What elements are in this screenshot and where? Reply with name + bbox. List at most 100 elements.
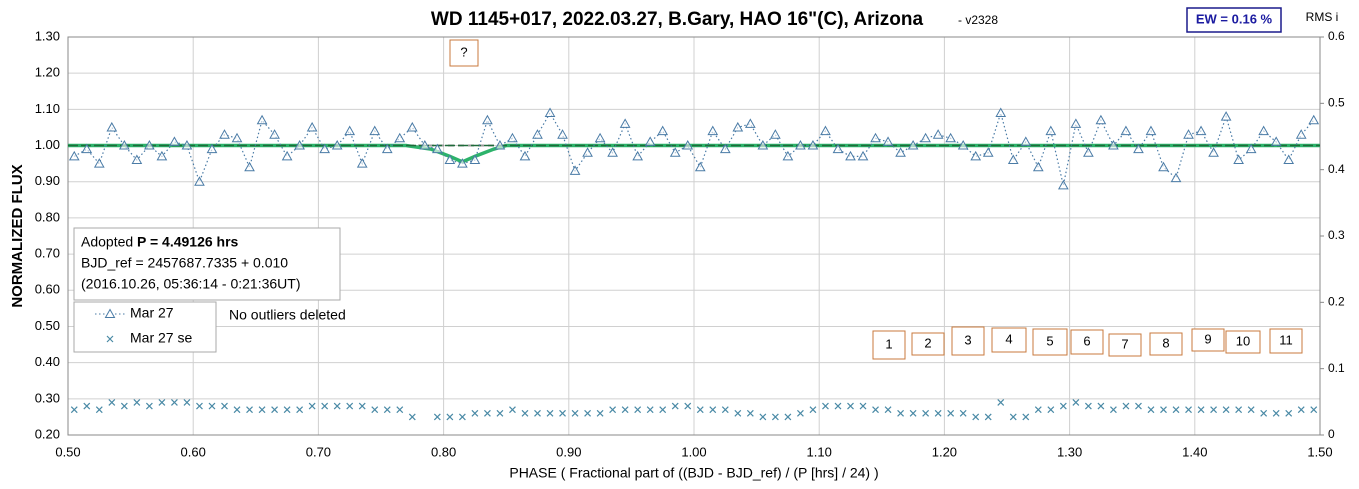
data-point bbox=[1095, 114, 1107, 125]
y-tick-label: 0.40 bbox=[35, 354, 60, 369]
data-point bbox=[669, 147, 681, 157]
x-tick-label: 1.30 bbox=[1057, 444, 1082, 459]
data-point bbox=[694, 161, 706, 172]
data-point bbox=[822, 402, 829, 410]
info-text: Adopted bbox=[81, 234, 133, 250]
data-point bbox=[1034, 406, 1042, 414]
data-point bbox=[183, 399, 191, 406]
data-point bbox=[569, 165, 581, 175]
annotation-box bbox=[449, 39, 479, 67]
data-point bbox=[920, 132, 931, 143]
data-point bbox=[621, 406, 629, 414]
data-point bbox=[872, 406, 879, 414]
y-axis-label: NORMALIZED FLUX bbox=[9, 164, 26, 307]
data-point bbox=[834, 402, 842, 410]
data-point bbox=[544, 107, 556, 117]
data-point bbox=[331, 140, 343, 150]
data-point bbox=[369, 125, 381, 136]
data-point bbox=[93, 158, 105, 168]
data-point bbox=[1160, 406, 1167, 414]
annotation-box bbox=[991, 327, 1027, 353]
data-point bbox=[1285, 409, 1293, 417]
data-point bbox=[770, 129, 781, 139]
data-point bbox=[907, 140, 919, 150]
data-point bbox=[208, 402, 216, 410]
data-point bbox=[847, 402, 854, 410]
data-point bbox=[396, 406, 404, 414]
data-point bbox=[1109, 406, 1117, 414]
data-point bbox=[671, 402, 679, 410]
data-point bbox=[431, 143, 443, 154]
chart-title: WD 1145+017, 2022.03.27, B.Gary, HAO 16"… bbox=[431, 9, 924, 30]
data-point bbox=[131, 154, 143, 165]
y-tick-label: 0.30 bbox=[35, 390, 60, 405]
legend-label: Mar 27 se bbox=[130, 330, 192, 346]
data-point bbox=[244, 161, 255, 172]
data-point bbox=[1084, 402, 1092, 410]
x-tick-label: 1.00 bbox=[681, 444, 706, 459]
data-point bbox=[732, 121, 744, 132]
info-text: P = 4.49126 hrs bbox=[137, 234, 239, 250]
data-point bbox=[521, 409, 529, 417]
data-point bbox=[496, 409, 504, 417]
data-point bbox=[1009, 413, 1017, 421]
data-point bbox=[984, 413, 992, 421]
y-tick-label: 1.00 bbox=[35, 137, 60, 152]
data-point bbox=[657, 125, 669, 136]
data-point bbox=[995, 107, 1007, 117]
data-point bbox=[1245, 143, 1257, 154]
data-point bbox=[1108, 140, 1119, 150]
y-tick-label: 0.90 bbox=[35, 173, 60, 188]
data-point bbox=[932, 129, 944, 139]
data-point bbox=[1170, 172, 1182, 183]
data-point bbox=[1059, 402, 1067, 410]
data-point bbox=[682, 140, 694, 150]
x-tick-label: 1.40 bbox=[1182, 444, 1207, 459]
data-point bbox=[782, 150, 794, 161]
data-point bbox=[744, 118, 756, 128]
data-point bbox=[381, 143, 393, 154]
data-point bbox=[483, 409, 491, 417]
data-point bbox=[1070, 118, 1082, 128]
data-point bbox=[609, 406, 617, 414]
data-point bbox=[832, 143, 844, 154]
annotation-box bbox=[1070, 329, 1104, 355]
data-point bbox=[696, 406, 704, 414]
data-point bbox=[81, 143, 93, 154]
data-point bbox=[1147, 406, 1155, 414]
data-point bbox=[982, 147, 994, 157]
y-tick-label: 1.10 bbox=[35, 101, 60, 116]
data-point bbox=[433, 413, 441, 421]
data-point bbox=[594, 132, 606, 143]
data-point bbox=[196, 402, 203, 410]
data-point bbox=[458, 413, 466, 421]
y2-tick-label: 0 bbox=[1328, 427, 1335, 441]
data-point bbox=[957, 140, 969, 150]
data-point bbox=[707, 125, 719, 136]
data-point bbox=[972, 413, 980, 421]
data-point bbox=[70, 406, 78, 414]
data-point bbox=[1308, 114, 1320, 125]
legend-swatch bbox=[104, 308, 116, 318]
y2-tick-label: 0.2 bbox=[1328, 295, 1345, 309]
data-point bbox=[807, 140, 819, 150]
x-tick-label: 0.90 bbox=[556, 444, 581, 459]
data-point bbox=[644, 136, 656, 146]
data-point bbox=[795, 140, 806, 150]
data-point bbox=[221, 402, 228, 410]
data-point bbox=[306, 121, 318, 132]
data-point bbox=[469, 154, 481, 165]
data-point bbox=[170, 399, 178, 406]
data-point bbox=[406, 121, 418, 132]
data-point bbox=[344, 125, 356, 136]
annotation-label: 5 bbox=[1046, 333, 1053, 348]
ew-label: EW = 0.16 % bbox=[1196, 11, 1273, 26]
data-point bbox=[321, 402, 329, 410]
data-point bbox=[784, 413, 792, 421]
data-point bbox=[95, 406, 103, 414]
data-point bbox=[294, 140, 305, 150]
data-point bbox=[1197, 406, 1205, 414]
y-tick-label: 0.80 bbox=[35, 209, 60, 224]
data-point bbox=[258, 406, 266, 414]
